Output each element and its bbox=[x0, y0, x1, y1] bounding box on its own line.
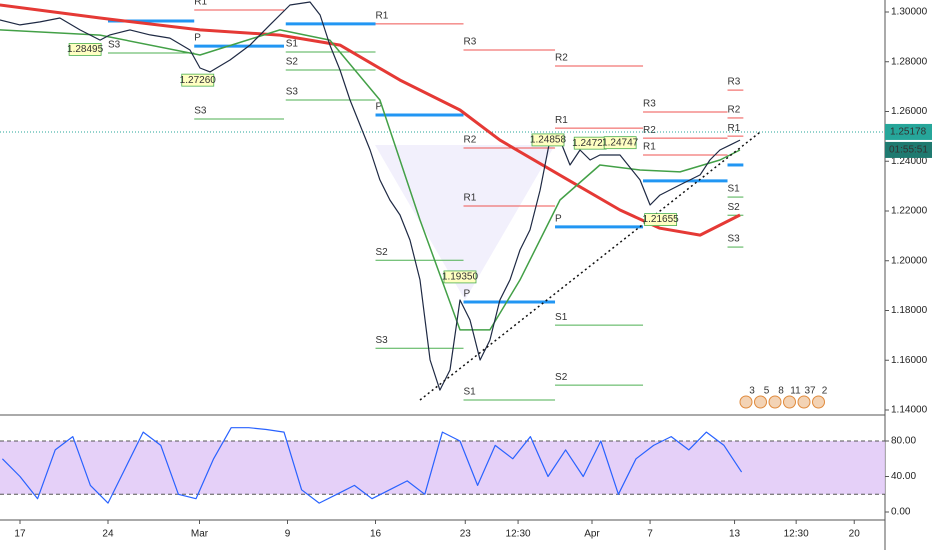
level-label: S1 bbox=[286, 39, 299, 50]
level-label: P bbox=[194, 33, 201, 44]
price-callout-label: 1.21655 bbox=[643, 214, 680, 225]
level-label: R1 bbox=[728, 123, 741, 134]
level-label: S3 bbox=[194, 106, 207, 117]
countdown-tag bbox=[885, 141, 932, 158]
level-label: S1 bbox=[555, 312, 568, 323]
level-label: R3 bbox=[464, 37, 477, 48]
level-label: R2 bbox=[728, 105, 741, 116]
x-tick-label: 9 bbox=[285, 529, 291, 540]
y-tick-label: 1.28000 bbox=[891, 56, 928, 67]
event-count: 8 bbox=[778, 386, 784, 397]
price-callout-label: 1.24858 bbox=[530, 135, 567, 146]
level-label: R2 bbox=[464, 135, 477, 146]
x-tick-label: 24 bbox=[102, 529, 114, 540]
event-count: 37 bbox=[804, 386, 816, 397]
y-tick-label: 1.14000 bbox=[891, 405, 928, 416]
level-label: S3 bbox=[108, 40, 121, 51]
x-tick-label: Mar bbox=[191, 529, 209, 540]
level-label: S2 bbox=[555, 372, 568, 383]
level-label: S2 bbox=[728, 202, 741, 213]
price-callout bbox=[644, 213, 678, 226]
pattern-shape bbox=[375, 145, 555, 300]
level-label: P bbox=[376, 102, 383, 113]
level-label: S3 bbox=[376, 335, 389, 346]
price-callout-label: 1.24747 bbox=[602, 137, 639, 148]
event-icon bbox=[783, 395, 796, 409]
price-callout-label: 1.27260 bbox=[180, 75, 217, 86]
event-icon bbox=[812, 395, 825, 409]
series-line bbox=[0, 3, 741, 237]
level-label: R2 bbox=[643, 125, 656, 136]
x-tick-label: Apr bbox=[584, 529, 600, 540]
y-tick-label: 0.00 bbox=[891, 507, 911, 518]
event-icon bbox=[739, 395, 753, 409]
y-tick-label: 80.00 bbox=[891, 436, 916, 447]
price-callout bbox=[181, 73, 215, 87]
level-label: R3 bbox=[728, 77, 741, 88]
series-line bbox=[0, 29, 741, 331]
y-tick-label: 1.24000 bbox=[891, 156, 928, 167]
y-tick-label: 1.16000 bbox=[891, 355, 928, 366]
level-label: P bbox=[555, 214, 562, 225]
price-callout bbox=[443, 270, 477, 284]
level-label: S1 bbox=[728, 184, 741, 195]
oscillator-band bbox=[0, 441, 885, 495]
event-icon bbox=[797, 395, 811, 409]
level-label: R1 bbox=[464, 193, 477, 204]
price-callout bbox=[531, 133, 565, 147]
event-count: 11 bbox=[790, 386, 801, 397]
level-label: R1 bbox=[194, 0, 207, 8]
y-tick-label: 1.26000 bbox=[891, 106, 928, 117]
x-tick-label: 23 bbox=[460, 529, 472, 540]
price-callout-label: 1.24727 bbox=[572, 138, 609, 149]
event-count: 5 bbox=[764, 386, 770, 397]
last-price-label: 1.25178 bbox=[890, 127, 927, 138]
x-tick-label: 17 bbox=[14, 529, 26, 540]
event-count: 3 bbox=[749, 386, 755, 397]
trendline bbox=[419, 131, 761, 401]
level-label: S3 bbox=[286, 87, 299, 98]
last-price-tag bbox=[885, 123, 932, 140]
level-label: R1 bbox=[643, 142, 656, 153]
y-tick-label: 1.30000 bbox=[891, 7, 928, 18]
x-tick-label: 12:30 bbox=[784, 529, 809, 540]
level-label: S2 bbox=[376, 247, 389, 258]
y-tick-label: 1.22000 bbox=[891, 206, 928, 217]
level-label: R2 bbox=[555, 53, 568, 64]
countdown: 01:55:51 bbox=[889, 145, 928, 156]
x-tick-label: 7 bbox=[647, 529, 653, 540]
price-callout bbox=[68, 43, 102, 56]
event-icon bbox=[768, 395, 782, 409]
series-line bbox=[1, 427, 743, 504]
x-tick-label: 16 bbox=[370, 529, 382, 540]
price-callout-label: 1.19350 bbox=[442, 272, 479, 283]
level-label: R1 bbox=[555, 115, 568, 126]
event-icon bbox=[754, 395, 767, 409]
x-tick-label: 13 bbox=[729, 529, 741, 540]
series-line bbox=[0, 1, 741, 391]
y-tick-label: 1.20000 bbox=[891, 255, 928, 266]
x-tick-label: 12:30 bbox=[506, 529, 531, 540]
level-label: S1 bbox=[464, 387, 477, 398]
price-callout bbox=[603, 136, 637, 150]
x-tick-label: 20 bbox=[849, 529, 861, 540]
level-label: S3 bbox=[728, 234, 741, 245]
y-tick-label: 1.18000 bbox=[891, 305, 928, 316]
y-tick-label: 40.00 bbox=[891, 471, 916, 482]
level-label: R3 bbox=[643, 99, 656, 110]
level-label: S2 bbox=[286, 57, 299, 68]
event-count: 2 bbox=[822, 386, 828, 397]
price-callout-label: 1.28495 bbox=[67, 44, 104, 55]
level-label: R1 bbox=[376, 11, 389, 22]
level-label: P bbox=[464, 289, 471, 300]
